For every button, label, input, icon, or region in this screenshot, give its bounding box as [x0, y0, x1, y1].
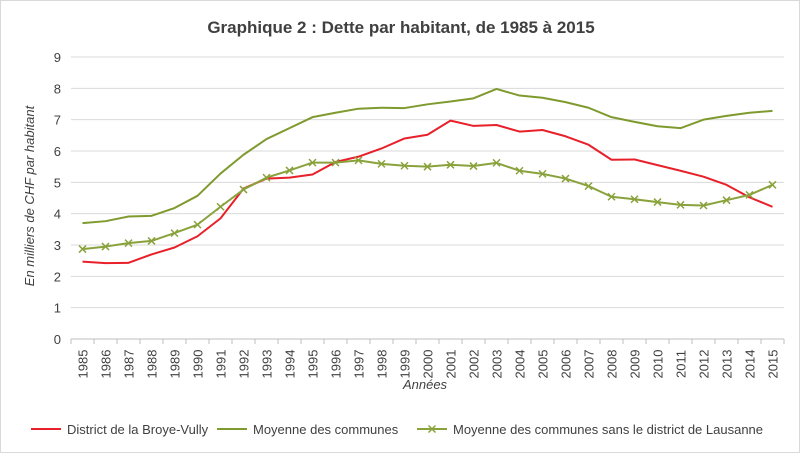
- x-tick-label: 1996: [329, 350, 344, 379]
- series-line-1: [82, 119, 773, 265]
- data-point-marker: [285, 166, 294, 175]
- data-point-marker: [768, 180, 777, 189]
- x-axis-label: Années: [402, 377, 448, 392]
- x-tick-label: 1987: [122, 350, 137, 379]
- data-point-marker: [676, 200, 685, 209]
- data-point-marker: [584, 182, 593, 191]
- data-point-marker: [377, 159, 386, 168]
- data-point-marker: [170, 229, 179, 238]
- x-tick-label: 2008: [605, 350, 620, 379]
- x-tick-label: 1990: [191, 350, 206, 379]
- x-tick-label: 2015: [766, 350, 781, 379]
- x-tick-label: 2010: [651, 350, 666, 379]
- x-tick-label: 2014: [743, 350, 758, 379]
- data-point-marker: [147, 236, 156, 245]
- x-tick-label: 1985: [76, 350, 91, 379]
- x-tick-label: 1995: [306, 350, 321, 379]
- y-tick-label: 3: [54, 238, 61, 253]
- y-tick-label: 7: [54, 113, 61, 128]
- legend-label-3: Moyenne des communes sans le district de…: [453, 422, 763, 437]
- y-tick-label: 1: [54, 301, 61, 316]
- data-point-marker: [561, 174, 570, 183]
- gridlines: [71, 56, 784, 309]
- y-tick-label: 4: [54, 207, 61, 222]
- y-axis-ticks: 0 1 2 3 4 5 6 7 8 9: [54, 50, 61, 347]
- x-tick-label: 2013: [720, 350, 735, 379]
- x-tick-label: 1994: [283, 350, 298, 379]
- series-line-3: [82, 159, 773, 251]
- x-tick-label: 2002: [467, 350, 482, 379]
- data-point-marker: [515, 166, 524, 175]
- data-point-marker: [124, 239, 133, 248]
- series-lines: [78, 87, 777, 265]
- x-tick-label: 1992: [237, 350, 252, 379]
- data-point-marker: [630, 195, 639, 204]
- x-tick-label: 1988: [145, 350, 160, 379]
- data-point-marker: [538, 169, 547, 178]
- data-point-marker: [193, 220, 202, 229]
- data-point-marker: [78, 245, 87, 254]
- x-tick-label: 2006: [559, 350, 574, 379]
- data-point-marker: [354, 156, 363, 165]
- legend-label-2: Moyenne des communes: [253, 422, 399, 437]
- y-tick-label: 2: [54, 269, 61, 284]
- series-line-2: [82, 87, 773, 225]
- x-tick-label: 2011: [674, 350, 689, 378]
- x-tick-label: 2007: [582, 350, 597, 379]
- data-point-marker: [492, 158, 501, 167]
- legend-label-1: District de la Broye-Vully: [67, 422, 209, 437]
- data-point-marker: [400, 161, 409, 170]
- x-tick-label: 1998: [375, 350, 390, 379]
- x-tick-label: 1986: [99, 350, 114, 379]
- x-tick-label: 1997: [352, 350, 367, 379]
- y-tick-label: 0: [54, 332, 61, 347]
- legend: District de la Broye-Vully Moyenne des co…: [31, 422, 763, 437]
- y-tick-label: 8: [54, 81, 61, 96]
- data-point-marker: [469, 162, 478, 171]
- data-point-marker: [446, 160, 455, 169]
- y-axis-label: En milliers de CHF par habitant: [22, 104, 37, 286]
- y-tick-label: 9: [54, 50, 61, 65]
- x-tick-label: 2004: [513, 350, 528, 379]
- data-point-marker: [101, 242, 110, 251]
- x-tick-label: 1993: [260, 350, 275, 379]
- data-point-marker: [745, 190, 754, 199]
- data-point-marker: [308, 158, 317, 167]
- x-axis: 1985 1986 1987 1988 1989 1990 1991 1992 1993 1994…: [70, 338, 785, 379]
- x-tick-label: 2012: [697, 350, 712, 379]
- data-point-marker: [722, 196, 731, 205]
- chart-title: Graphique 2 : Dette par habitant, de 198…: [207, 18, 594, 37]
- y-tick-label: 5: [54, 175, 61, 190]
- legend-marker: [427, 424, 437, 434]
- x-tick-label: 2003: [490, 350, 505, 379]
- x-tick-label: 1991: [214, 350, 229, 379]
- x-tick-label: 1989: [168, 350, 183, 379]
- x-tick-label: 2009: [628, 350, 643, 379]
- data-point-marker: [331, 158, 340, 167]
- x-tick-label: 1999: [398, 350, 413, 379]
- data-point-marker: [699, 201, 708, 210]
- data-point-marker: [653, 198, 662, 207]
- data-point-marker: [423, 162, 432, 171]
- data-point-marker: [262, 173, 271, 182]
- data-point-marker: [239, 185, 248, 194]
- x-tick-label: 2005: [536, 350, 551, 379]
- data-point-marker: [607, 192, 616, 201]
- data-point-marker: [216, 202, 225, 211]
- y-tick-label: 6: [54, 144, 61, 159]
- x-tick-label: 2000: [421, 350, 436, 379]
- x-tick-label: 2001: [444, 350, 459, 379]
